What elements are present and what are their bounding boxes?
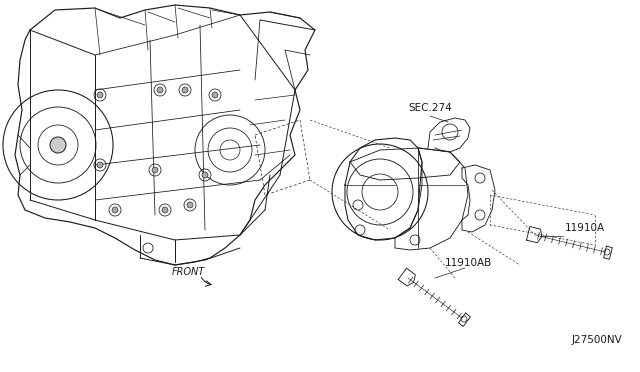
Circle shape <box>182 87 188 93</box>
Circle shape <box>187 202 193 208</box>
Circle shape <box>112 207 118 213</box>
Circle shape <box>97 162 103 168</box>
Text: SEC.274: SEC.274 <box>408 103 452 113</box>
Text: J27500NV: J27500NV <box>572 335 622 345</box>
Circle shape <box>97 92 103 98</box>
Text: FRONT: FRONT <box>172 267 205 277</box>
Circle shape <box>202 172 208 178</box>
Circle shape <box>212 92 218 98</box>
Circle shape <box>157 87 163 93</box>
Circle shape <box>162 207 168 213</box>
Circle shape <box>152 167 158 173</box>
Text: 11910A: 11910A <box>565 223 605 233</box>
Circle shape <box>50 137 66 153</box>
Text: 11910AB: 11910AB <box>444 258 492 268</box>
